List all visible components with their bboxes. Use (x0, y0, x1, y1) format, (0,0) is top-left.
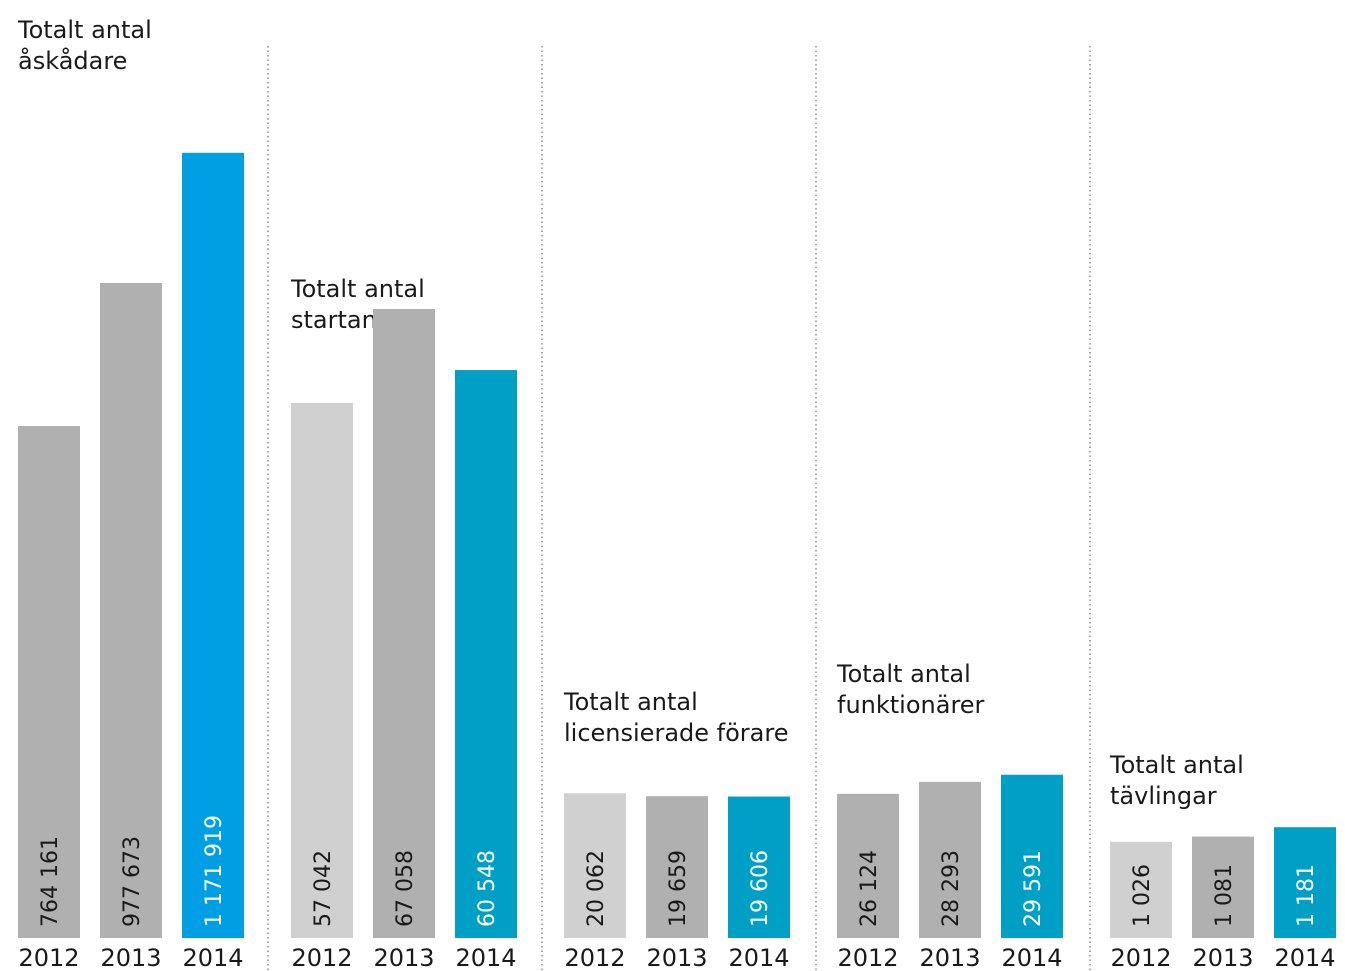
year-tick-label: 2013 (100, 944, 161, 971)
year-tick-label: 2014 (1001, 944, 1062, 971)
bar-2014 (1274, 827, 1336, 938)
bar-2013 (1192, 836, 1254, 938)
year-tick-label: 2012 (1110, 944, 1171, 971)
year-tick-label: 2013 (646, 944, 707, 971)
year-tick-label: 2013 (1192, 944, 1253, 971)
panel-title-line: tävlingar (1110, 782, 1217, 810)
panel-title-line: licensierade förare (564, 719, 788, 747)
year-tick-label: 2014 (1274, 944, 1335, 971)
year-tick-label: 2012 (291, 944, 352, 971)
year-tick-label: 2012 (564, 944, 625, 971)
bar-value-label: 19 659 (666, 850, 691, 927)
panel-title: Totalt antal licensierade förare (563, 688, 788, 747)
bar-2012 (564, 793, 626, 938)
bar-value-label: 977 673 (120, 836, 145, 927)
panel-title: Totalt antal funktionärer (836, 660, 985, 719)
panel-5: Totalt antal tävlingar 1 026 2012 1 081 2013 1… (1109, 751, 1336, 971)
bar-value-label: 57 042 (311, 850, 336, 927)
panel-3: Totalt antal licensierade förare 20 062 201… (563, 688, 790, 971)
year-tick-label: 2013 (919, 944, 980, 971)
panel-title: Totalt antal åskådare (17, 16, 152, 75)
year-tick-label: 2014 (728, 944, 789, 971)
panel-title-line: Totalt antal (17, 16, 152, 44)
bar-2013 (100, 282, 162, 938)
year-tick-label: 2014 (455, 944, 516, 971)
panel-title-line: Totalt antal (836, 660, 971, 688)
bar-2014 (455, 370, 517, 938)
year-tick-label: 2012 (18, 944, 79, 971)
year-tick-label: 2014 (182, 944, 243, 971)
panel-1: Totalt antal åskådare 764 161 2012 977 673 20… (17, 16, 244, 971)
bar-2012 (1110, 841, 1172, 938)
bar-value-label: 1 081 (1212, 864, 1237, 927)
bar-2012 (837, 793, 899, 938)
bar-value-label: 60 548 (475, 850, 500, 927)
bar-2012 (291, 402, 353, 938)
panel-title-line: Totalt antal (563, 688, 698, 716)
bar-value-label: 19 606 (748, 850, 773, 927)
panel-title: Totalt antal tävlingar (1109, 751, 1244, 810)
bar-2013 (646, 796, 708, 938)
panel-title-line: åskådare (18, 46, 127, 75)
panel-4: Totalt antal funktionärer 26 124 2012 28 293… (836, 660, 1063, 971)
bar-value-label: 28 293 (939, 850, 964, 927)
bar-value-label: 67 058 (393, 850, 418, 927)
bar-value-label: 1 026 (1130, 864, 1155, 927)
panel-title-line: funktionärer (837, 691, 985, 719)
bar-value-label: 29 591 (1021, 850, 1046, 927)
year-tick-label: 2012 (837, 944, 898, 971)
year-tick-label: 2013 (373, 944, 434, 971)
bar-2014 (728, 796, 790, 938)
bar-value-label: 764 161 (38, 836, 63, 927)
bar-2014 (182, 152, 244, 938)
bar-value-label: 26 124 (857, 850, 882, 927)
bar-2014 (1001, 774, 1063, 938)
panel-title-line: Totalt antal (1109, 751, 1244, 779)
panel-title-line: Totalt antal (290, 275, 425, 303)
bar-value-label: 20 062 (584, 850, 609, 927)
bar-2012 (18, 426, 80, 938)
bar-2013 (373, 308, 435, 938)
bar-value-label: 1 181 (1294, 864, 1319, 927)
bar-value-label: 1 171 919 (202, 815, 227, 927)
bar-2013 (919, 781, 981, 938)
